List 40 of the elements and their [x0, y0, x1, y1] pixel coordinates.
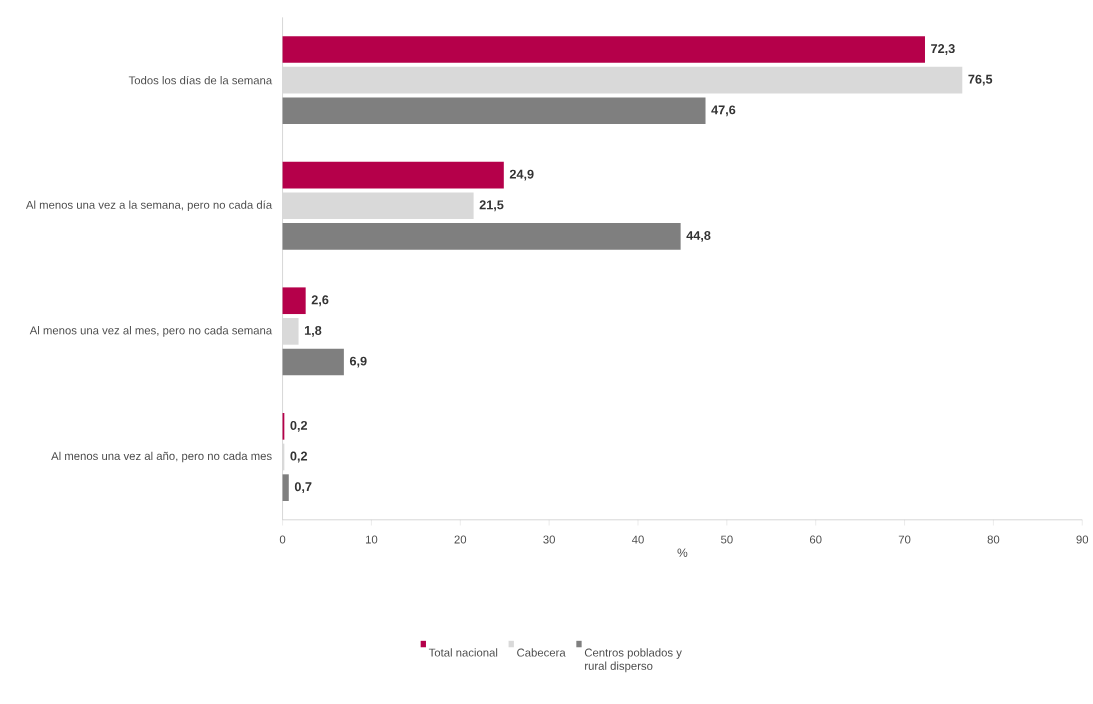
bar [282, 36, 925, 63]
bar [282, 287, 306, 315]
data-label: 21,5 [479, 200, 504, 212]
legend-label: Total nacional [428, 648, 498, 657]
x-tick-label: 70 [898, 535, 911, 544]
x-tick-label: 20 [454, 535, 467, 544]
data-label: 24,9 [509, 169, 534, 181]
x-tick-label: 80 [987, 535, 1000, 544]
data-label: 0,2 [290, 451, 308, 463]
bar [282, 66, 963, 94]
legend-label: Centros poblados y rural disperso [584, 648, 682, 673]
bar [282, 474, 289, 502]
data-label: 1,8 [304, 326, 322, 337]
y-tick-label: Todos los días de la semana [128, 76, 273, 85]
x-tick-label: 90 [1076, 535, 1089, 544]
y-tick-label: Al menos una vez al mes, pero no cada semana [29, 326, 273, 337]
data-label: 6,9 [349, 356, 367, 368]
data-label: 2,6 [311, 295, 329, 307]
data-label: 72,3 [931, 44, 955, 56]
bar [282, 348, 344, 376]
x-tick-label: 30 [543, 535, 555, 544]
data-label: 0,2 [290, 421, 308, 432]
x-tick-label: 60 [809, 535, 822, 544]
bar [282, 161, 504, 189]
legend-label: Cabecera [517, 648, 566, 657]
bar [282, 318, 299, 345]
bar [282, 97, 706, 125]
data-label: 47,6 [711, 105, 736, 117]
x-tick-label: 40 [631, 535, 644, 544]
data-label: 76,5 [968, 74, 993, 86]
x-tick-label: 50 [721, 535, 733, 544]
x-axis-title: % [677, 548, 688, 558]
bar [282, 192, 474, 220]
y-tick-label: Al menos una vez a la semana, pero no cada día [25, 200, 273, 212]
data-label: 44,8 [686, 231, 711, 242]
y-tick-label: Al menos una vez al año, pero no cada mes [51, 451, 272, 463]
data-label: 0,7 [294, 482, 312, 494]
bar [282, 223, 681, 250]
x-tick-label: 10 [365, 535, 378, 544]
x-tick-label: 0 [279, 535, 286, 544]
